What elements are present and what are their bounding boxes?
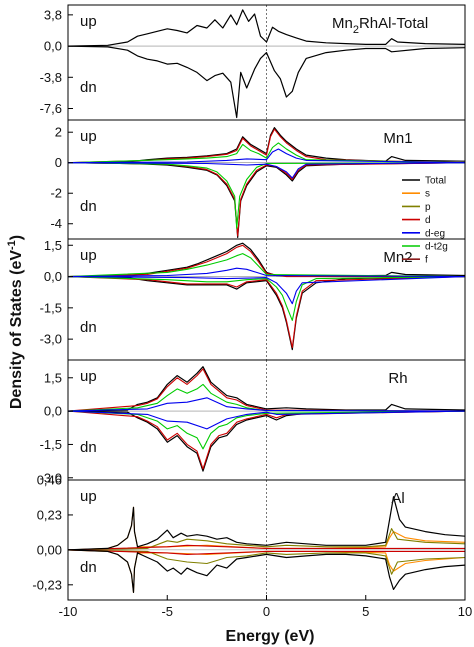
panel-1: 2 0 -2 -4 up dn Mn1 (50, 119, 466, 240)
dn-label: dn (80, 198, 97, 215)
y-tick-label: 1,5 (44, 370, 62, 385)
x-axis: -10 -5 0 5 10 (59, 595, 472, 619)
panel-title: Mn2 (383, 249, 412, 266)
y-tick-label: 0,0 (44, 404, 62, 419)
legend-label-d-t2g: d-t2g (425, 242, 448, 253)
y-tick-label: 2 (55, 125, 62, 140)
series-d-t2g-dn (68, 162, 465, 229)
series-p-up (68, 528, 465, 551)
panel-series (68, 126, 465, 239)
y-tick-label: 3,8 (44, 7, 62, 22)
panel-title: Rh (388, 370, 407, 387)
y-tick-label: -3,0 (40, 332, 62, 347)
legend: Total spd d-eg d-t2g f (402, 176, 448, 266)
series-d-t2g-dn (68, 276, 465, 321)
panel-0: 3,8 0,0 -3,8 -7,6 up dn Mn2RhAl-Total (40, 4, 466, 121)
series-Total-up (68, 9, 465, 47)
series-Total-dn (68, 45, 465, 119)
y-axis-label-sup: -1 (6, 240, 18, 250)
series-Total-dn (68, 410, 465, 472)
series-d-eg-dn (68, 410, 465, 430)
y-tick-label: 1,5 (44, 238, 62, 253)
x-tick-label: -10 (59, 604, 78, 619)
panel-series (68, 242, 465, 351)
dn-label: dn (80, 319, 97, 336)
x-tick-label: -5 (161, 604, 173, 619)
series-d-up (68, 368, 465, 412)
panel-2: 1,5 0,0 -1,5 -3,0 up dn Mn2 (40, 238, 466, 361)
series-d-eg-up (68, 267, 465, 278)
series-d-t2g-dn (68, 410, 465, 450)
y-tick-label: -7,6 (40, 101, 62, 116)
series-d-dn (68, 276, 465, 349)
dn-label: dn (80, 559, 97, 576)
series-d-dn (68, 549, 465, 555)
up-label: up (80, 13, 97, 30)
panel-3: 1,5 0,0 -1,5 -3,0 up dn Rh (40, 359, 466, 485)
y-tick-label: 0 (55, 155, 62, 170)
series-Total-dn (68, 549, 465, 594)
panel-series (68, 496, 465, 594)
up-label: up (80, 247, 97, 264)
x-tick-label: 10 (458, 604, 472, 619)
panel-title-sub: 2 (353, 24, 359, 36)
series-d-t2g-up (68, 253, 465, 278)
series-d-up (68, 244, 465, 278)
dn-label: dn (80, 439, 97, 456)
series-d-t2g-up (68, 383, 465, 412)
y-tick-label: -0,23 (32, 577, 62, 592)
x-tick-label: 5 (362, 604, 369, 619)
legend-label-Total: Total (425, 176, 446, 187)
panel-4: 0,46 0,23 0,00 -0,23 up dn Al (32, 473, 466, 601)
legend-label-p: p (425, 202, 431, 213)
up-label: up (80, 368, 97, 385)
series-d-up (68, 544, 465, 551)
y-tick-label: 0,46 (37, 473, 62, 488)
y-axis-label: Density of States (eV-1) (6, 235, 25, 409)
legend-label-d: d (425, 215, 431, 226)
up-label: up (80, 488, 97, 505)
y-tick-label: -3,8 (40, 70, 62, 85)
series-d-dn (68, 410, 465, 470)
y-tick-label: -1,5 (40, 437, 62, 452)
y-tick-label: -3,0 (40, 470, 62, 485)
panel-title: Al (391, 490, 404, 507)
series-d-dn (68, 162, 465, 237)
y-tick-label: 0,23 (37, 507, 62, 522)
panel-series (68, 9, 465, 119)
legend-label-f: f (425, 255, 428, 266)
dos-panels: 3,80,0-3,8-7,6updnMn2RhAl-Total20-2-4upd… (32, 4, 466, 601)
legend-label-d-eg: d-eg (425, 228, 445, 239)
y-tick-label: 0,0 (44, 39, 62, 54)
series-d-eg-dn (68, 162, 465, 179)
x-tick-label: 0 (263, 604, 270, 619)
y-axis-label-end: ) (8, 235, 25, 240)
y-tick-label: 0,0 (44, 269, 62, 284)
panel-title-rest: RhAl-Total (359, 15, 428, 32)
panel-series (68, 366, 465, 472)
panel-title-main: Mn (332, 15, 353, 32)
series-d-eg-dn (68, 276, 465, 305)
y-tick-label: -1,5 (40, 300, 62, 315)
dn-label: dn (80, 79, 97, 96)
legend-label-s: s (425, 189, 430, 200)
series-d-eg-up (68, 148, 465, 164)
series-p-dn (68, 549, 465, 575)
panel-title: Mn1 (383, 130, 412, 147)
series-d-eg-up (68, 397, 465, 412)
y-tick-label: 0,00 (37, 542, 62, 557)
y-axis-label-main: Density of States (eV (8, 250, 25, 409)
series-Total-up (68, 496, 465, 551)
y-tick-label: -4 (50, 216, 62, 231)
series-d-t2g-up (68, 142, 465, 164)
series-d-up (68, 128, 465, 164)
up-label: up (80, 128, 97, 145)
x-axis-label: Energy (eV) (226, 628, 315, 645)
panel-title: Mn2RhAl-Total (332, 15, 428, 36)
y-tick-label: -2 (50, 186, 62, 201)
